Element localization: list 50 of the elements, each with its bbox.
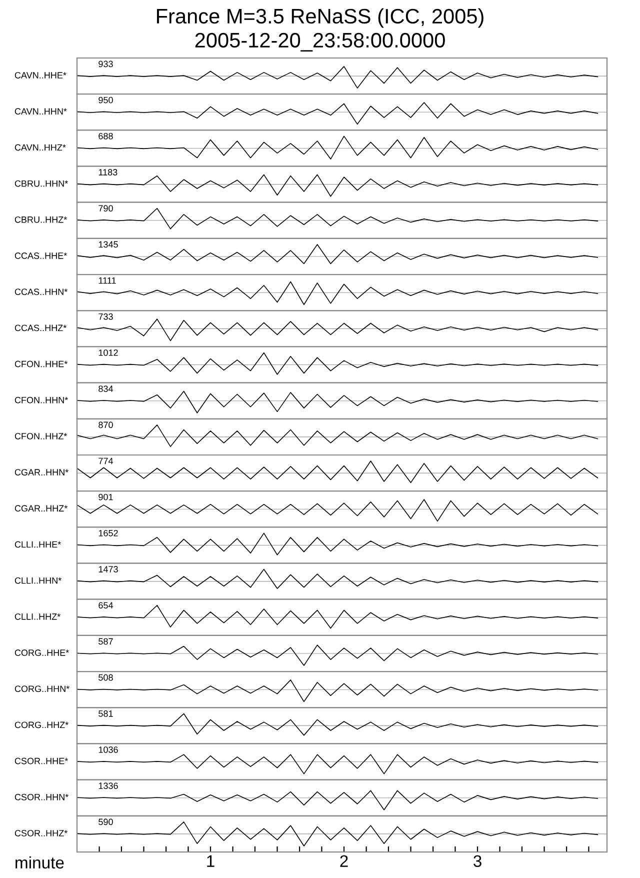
- annotation: 1473: [98, 566, 118, 572]
- y-axis-title: CLLI..HHN*: [14, 577, 62, 584]
- y-axis-title: CCAS..HHE*: [14, 252, 67, 259]
- chart-subtitle: 2005-12-20_23:58:00.0000: [195, 32, 445, 52]
- y-axis-title: CORG..HHE*: [14, 650, 69, 656]
- annotation: 834: [98, 386, 113, 392]
- y-axis-title: CFON..HHZ*: [14, 432, 67, 440]
- annotation: 774: [98, 458, 113, 464]
- y-axis-title: CLLI..HHE*: [14, 541, 61, 548]
- annotation: 1183: [98, 169, 118, 176]
- annotation: 733: [98, 313, 113, 320]
- y-axis-title: CORG..HHZ*: [14, 722, 68, 728]
- annotation: 590: [98, 818, 113, 826]
- annotation: 1012: [98, 349, 118, 356]
- annotation: 1111: [98, 277, 116, 284]
- y-axis-title: CAVN..HHE*: [14, 72, 66, 78]
- y-axis-title: CGAR..HHN*: [14, 469, 68, 476]
- y-axis-title: CBRU..HHZ*: [14, 216, 67, 223]
- x-tick-label: 2: [340, 855, 348, 867]
- y-axis-title: CSOR..HHZ*: [14, 830, 68, 836]
- chart-title: France M=3.5 ReNaSS (ICC, 2005): [157, 8, 484, 28]
- text: 587: [98, 638, 113, 645]
- text: 1336: [98, 782, 118, 789]
- y-axis-title: CORG..HHN*: [14, 686, 70, 692]
- x-tick-label: 1: [207, 855, 214, 867]
- y-axis-title: CAVN..HHN*: [14, 108, 67, 115]
- y-axis-title: CFON..HHE*: [14, 360, 68, 368]
- y-axis-title: CBRU..HHN*: [14, 180, 68, 187]
- y-axis-title: CGAR..HHZ*: [14, 505, 68, 512]
- y-axis-title: CLLI..HHZ*: [14, 613, 60, 620]
- annotation: 1345: [98, 241, 118, 248]
- y-axis-title: CCAS..HHZ*: [14, 324, 66, 332]
- text: 1036: [98, 746, 118, 753]
- annotation: 933: [98, 60, 113, 68]
- y-axis-title: CFON..HHN*: [14, 396, 68, 404]
- y-axis-title: CCAS..HHN*: [14, 288, 68, 296]
- annotation: 508: [98, 674, 113, 681]
- y-axis-title: CSOR..HHE*: [14, 758, 68, 764]
- annotation: 870: [98, 422, 113, 428]
- x-axis-title: minute: [16, 856, 64, 869]
- annotation: 950: [98, 96, 113, 104]
- annotation: 790: [98, 205, 113, 212]
- annotation: 1652: [98, 530, 118, 536]
- y-axis-title: CAVN..HHZ*: [14, 144, 66, 151]
- annotation: 901: [98, 494, 113, 500]
- annotation: 581: [98, 710, 113, 717]
- y-axis-title: CSOR..HHN*: [14, 794, 68, 800]
- annotation: 654: [98, 602, 113, 609]
- annotation: 688: [98, 132, 113, 140]
- x-tick-label: 3: [474, 855, 482, 868]
